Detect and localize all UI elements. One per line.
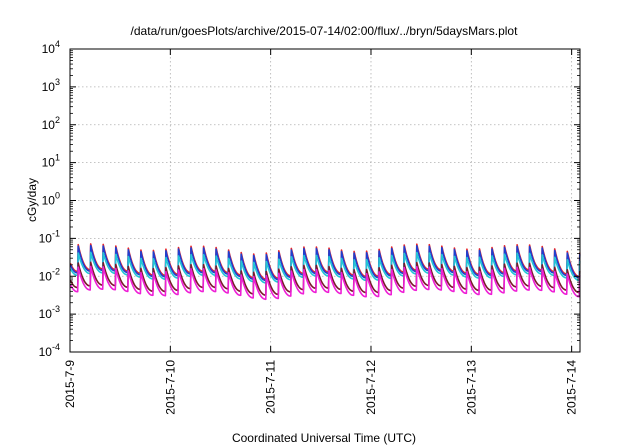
series-line-3 xyxy=(69,251,581,284)
x-tick-label: 2015-7-13 xyxy=(464,360,478,415)
y-tick-base: 10 xyxy=(42,118,56,132)
y-tick-base: 10 xyxy=(39,345,53,359)
y-tick-label: 100 xyxy=(42,191,60,208)
y-axis-label: cGy/day xyxy=(25,178,39,222)
y-tick-base: 10 xyxy=(39,231,53,245)
y-tick-base: 10 xyxy=(42,80,56,94)
grid xyxy=(70,49,580,352)
y-tick-label: 101 xyxy=(42,153,60,170)
x-tick-label: 2015-7-9 xyxy=(63,360,77,408)
y-tick-label: 10-1 xyxy=(39,228,60,245)
x-tick-label: 2015-7-11 xyxy=(264,360,278,414)
series-line-5 xyxy=(69,265,581,301)
x-tick-label: 2015-7-14 xyxy=(565,360,579,415)
y-tick-label: 10-3 xyxy=(39,304,60,321)
y-tick-exponent: 4 xyxy=(55,39,60,49)
y-tick-base: 10 xyxy=(39,307,53,321)
x-axis-label: Coordinated Universal Time (UTC) xyxy=(232,431,416,445)
y-tick-label: 10-2 xyxy=(39,266,60,283)
series-group xyxy=(69,243,581,301)
y-tick-label: 10-4 xyxy=(39,342,60,359)
x-tick-label: 2015-7-10 xyxy=(163,360,177,415)
y-tick-base: 10 xyxy=(39,269,53,283)
series-line-2 xyxy=(69,244,581,282)
y-tick-base: 10 xyxy=(42,156,56,170)
y-tick-exponent: -3 xyxy=(52,304,60,314)
y-tick-exponent: -2 xyxy=(52,266,60,276)
y-tick-exponent: 1 xyxy=(55,153,60,163)
y-tick-label: 103 xyxy=(42,77,60,94)
x-tick-label: 2015-7-12 xyxy=(364,360,378,415)
ticks xyxy=(69,48,580,353)
y-tick-label: 102 xyxy=(42,115,60,132)
y-tick-exponent: 0 xyxy=(55,191,60,201)
y-tick-exponent: 3 xyxy=(55,77,60,87)
chart-title: /data/run/goesPlots/archive/2015-07-14/0… xyxy=(131,24,519,38)
y-tick-label: 104 xyxy=(42,39,60,56)
y-tick-exponent: 2 xyxy=(55,115,60,125)
y-tick-base: 10 xyxy=(42,42,56,56)
series-line-4 xyxy=(69,261,581,296)
x-tick-labels: 2015-7-9 2015-7-10 2015-7-11 2015-7-12 2015-… xyxy=(63,360,579,415)
y-tick-base: 10 xyxy=(42,194,56,208)
y-tick-exponent: -1 xyxy=(52,228,60,238)
y-tick-exponent: -4 xyxy=(52,342,60,352)
